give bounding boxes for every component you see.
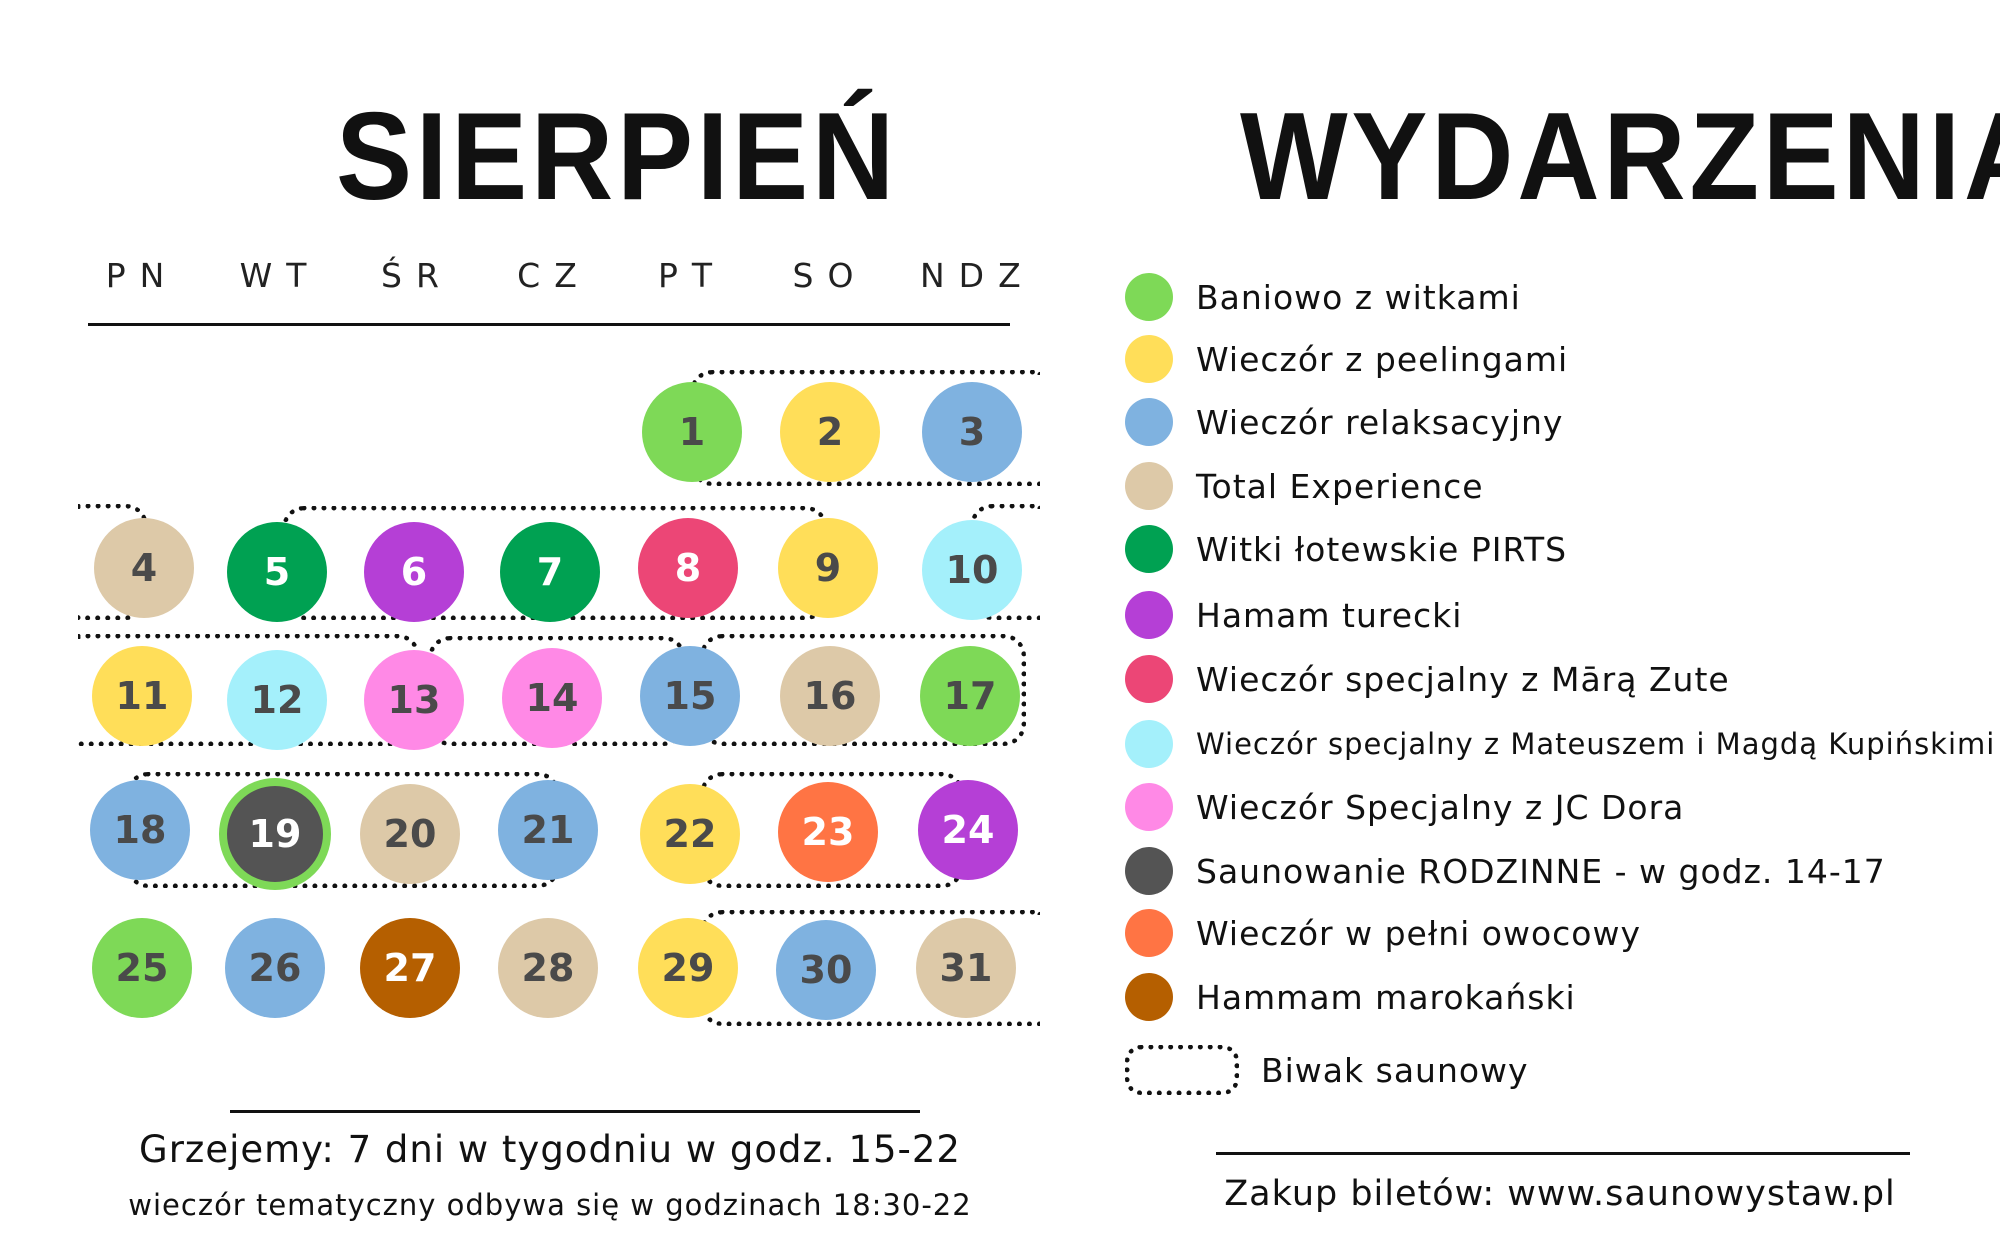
bivouac-outline-week4-a	[126, 772, 560, 888]
day-8[interactable]: 8	[638, 518, 738, 618]
legend-item: Hamam turecki	[1125, 590, 1462, 640]
day-16[interactable]: 16	[780, 646, 880, 746]
legend-item: Wieczór specjalny z Mārą Zute	[1125, 654, 1730, 704]
day-23[interactable]: 23	[778, 782, 878, 882]
weekday-wed: ŚR	[381, 256, 453, 295]
day-27[interactable]: 27	[360, 918, 460, 1018]
ticket-purchase-link[interactable]: Zakup biletów: www.saunowystaw.pl	[1224, 1174, 1896, 1214]
day-10[interactable]: 10	[922, 520, 1022, 620]
day-15[interactable]: 15	[640, 646, 740, 746]
day-13[interactable]: 13	[364, 650, 464, 750]
events-footer-divider	[1216, 1152, 1910, 1155]
legend-label: Wieczór Specjalny z JC Dora	[1196, 787, 1685, 827]
day-12[interactable]: 12	[227, 650, 327, 750]
day-17[interactable]: 17	[920, 646, 1020, 746]
legend-dot	[1125, 273, 1173, 321]
legend-label: Total Experience	[1196, 466, 1484, 506]
legend-label: Biwak saunowy	[1261, 1050, 1529, 1090]
weekday-thu: CZ	[517, 256, 591, 295]
day-22[interactable]: 22	[640, 784, 740, 884]
legend-item: Saunowanie RODZINNE - w godz. 14-17	[1125, 846, 1886, 896]
legend-dot	[1125, 655, 1173, 703]
legend-dot	[1125, 909, 1173, 957]
weekday-tue: WT	[239, 256, 321, 295]
legend-dot	[1125, 783, 1173, 831]
legend-label: Wieczór z peelingami	[1196, 339, 1569, 379]
legend-label: Hammam marokański	[1196, 977, 1576, 1017]
legend-item: Wieczór z peelingami	[1125, 334, 1568, 384]
day-4[interactable]: 4	[94, 518, 194, 618]
day-20[interactable]: 20	[360, 784, 460, 884]
legend-dot	[1125, 591, 1173, 639]
day-19[interactable]: 19	[219, 778, 331, 890]
legend-label: Witki łotewskie PIRTS	[1196, 529, 1568, 569]
legend-item: Witki łotewskie PIRTS	[1125, 524, 1567, 574]
evening-hours-text: wieczór tematyczny odbywa się w godzinac…	[128, 1188, 972, 1222]
legend-dot	[1125, 398, 1173, 446]
legend-item: Wieczór relaksacyjny	[1125, 397, 1563, 447]
day-26[interactable]: 26	[225, 918, 325, 1018]
events-title: WYDARZENIA	[1240, 88, 2000, 226]
legend-item: Wieczór specjalny z Mateuszem i Magdą Ku…	[1125, 719, 1995, 769]
legend-label: Saunowanie RODZINNE - w godz. 14-17	[1196, 851, 1886, 891]
day-18[interactable]: 18	[90, 780, 190, 880]
legend-dot	[1125, 973, 1173, 1021]
legend-item: Wieczór w pełni owocowy	[1125, 908, 1641, 958]
calendar-title: SIERPIEŃ	[336, 88, 898, 226]
legend-dot	[1125, 720, 1173, 768]
weekday-sun: NDZ	[920, 256, 1035, 295]
weekday-fri: PT	[657, 256, 727, 295]
legend-item: Hammam marokański	[1125, 972, 1576, 1022]
day-30[interactable]: 30	[776, 920, 876, 1020]
legend-label: Baniowo z witkami	[1196, 277, 1521, 317]
day-21[interactable]: 21	[498, 780, 598, 880]
day-24[interactable]: 24	[918, 780, 1018, 880]
legend-label: Wieczór relaksacyjny	[1196, 402, 1564, 442]
legend-item: Baniowo z witkami	[1125, 272, 1521, 322]
weekday-mon: PN	[105, 256, 179, 295]
day-2[interactable]: 2	[780, 382, 880, 482]
calendar-footer-divider	[230, 1110, 920, 1113]
day-11[interactable]: 11	[92, 646, 192, 746]
day-1[interactable]: 1	[642, 382, 742, 482]
legend-dot	[1125, 335, 1173, 383]
day-25[interactable]: 25	[92, 918, 192, 1018]
day-28[interactable]: 28	[498, 918, 598, 1018]
legend-dot	[1125, 525, 1173, 573]
day-9[interactable]: 9	[778, 518, 878, 618]
legend-item: Total Experience	[1125, 461, 1484, 511]
day-6[interactable]: 6	[364, 522, 464, 622]
day-3[interactable]: 3	[922, 382, 1022, 482]
legend-label: Wieczór specjalny z Mārą Zute	[1196, 659, 1730, 699]
legend-label: Wieczór specjalny z Mateuszem i Magdą Ku…	[1196, 727, 1996, 761]
day-29[interactable]: 29	[638, 918, 738, 1018]
day-31[interactable]: 31	[916, 918, 1016, 1018]
day-7[interactable]: 7	[500, 522, 600, 622]
legend-label: Hamam turecki	[1196, 595, 1463, 635]
legend-dot	[1125, 847, 1173, 895]
day-14[interactable]: 14	[502, 648, 602, 748]
legend-item-bivouac: Biwak saunowy	[1125, 1045, 1529, 1095]
dotted-outline-icon	[1125, 1045, 1239, 1095]
weekday-sat: SO	[792, 256, 868, 295]
legend-dot	[1125, 462, 1173, 510]
day-5[interactable]: 5	[227, 522, 327, 622]
legend-item: Wieczór Specjalny z JC Dora	[1125, 782, 1684, 832]
legend-label: Wieczór w pełni owocowy	[1196, 913, 1641, 953]
opening-hours-text: Grzejemy: 7 dni w tygodniu w godz. 15-22	[139, 1128, 961, 1171]
weekday-divider	[88, 323, 1010, 326]
